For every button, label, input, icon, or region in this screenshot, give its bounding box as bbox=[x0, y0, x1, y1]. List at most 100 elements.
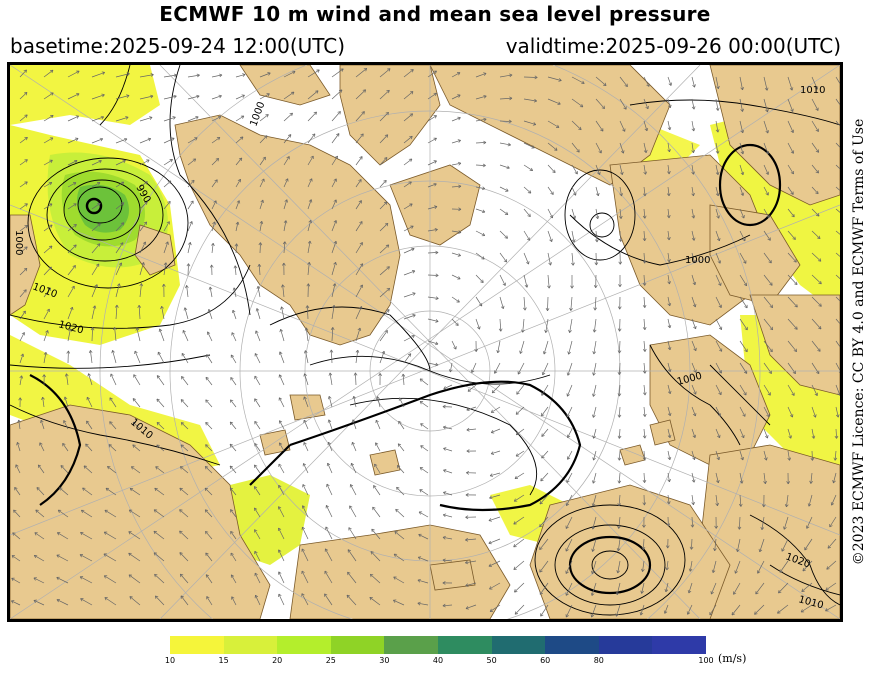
wind-arrow-head bbox=[815, 190, 819, 195]
wind-arrow-head bbox=[515, 453, 520, 457]
wind-arrow bbox=[418, 511, 429, 518]
wind-arrow-head bbox=[754, 611, 758, 615]
wind-arrow-head bbox=[483, 140, 487, 145]
wind-arrow-head bbox=[566, 479, 570, 483]
wind-arrow-head bbox=[717, 260, 721, 264]
wind-arrow-head bbox=[793, 348, 798, 353]
wind-arrow bbox=[763, 120, 769, 134]
wind-arrow bbox=[783, 516, 789, 530]
wind-arrow-head bbox=[303, 373, 308, 377]
wind-arrow-head bbox=[48, 266, 52, 270]
wind-arrow-head bbox=[308, 219, 313, 224]
wind-arrow-head bbox=[349, 484, 354, 488]
wind-arrow bbox=[132, 421, 141, 430]
wind-arrow-head bbox=[231, 596, 235, 600]
wind-arrow-head bbox=[691, 149, 696, 154]
wind-arrow bbox=[139, 74, 154, 78]
wind-arrow-head bbox=[579, 103, 584, 108]
wind-arrow bbox=[211, 221, 216, 232]
wind-arrow bbox=[355, 179, 362, 188]
wind-arrow bbox=[254, 486, 261, 496]
wind-arrow-head bbox=[205, 444, 209, 448]
wind-arrow-head bbox=[48, 181, 53, 186]
wind-arrow-head bbox=[179, 487, 183, 492]
wind-arrow bbox=[427, 160, 437, 166]
wind-arrow bbox=[427, 274, 439, 276]
wind-arrow-head bbox=[255, 308, 260, 312]
wind-arrow-head bbox=[769, 326, 774, 331]
wind-arrow-head bbox=[171, 137, 175, 141]
wind-arrow-head bbox=[229, 487, 234, 491]
wind-arrow bbox=[540, 604, 549, 617]
wind-arrow bbox=[375, 419, 381, 430]
wind-arrow-head bbox=[130, 466, 135, 470]
wind-arrow bbox=[187, 74, 200, 78]
wind-arrow bbox=[86, 420, 93, 430]
wind-arrow bbox=[592, 406, 597, 418]
wind-arrow bbox=[591, 582, 597, 596]
wind-arrow-head bbox=[642, 260, 647, 264]
wind-arrow bbox=[278, 593, 285, 606]
wind-arrow-head bbox=[509, 96, 513, 101]
wind-arrow-head bbox=[261, 178, 265, 182]
wind-arrow bbox=[211, 95, 222, 100]
wind-arrow-head bbox=[418, 511, 423, 515]
wind-arrow-head bbox=[458, 230, 462, 234]
wind-arrow-head bbox=[494, 370, 498, 374]
wind-arrow-head bbox=[814, 392, 818, 396]
wind-arrow-head bbox=[282, 241, 287, 245]
wind-arrow bbox=[547, 164, 556, 173]
wind-arrow bbox=[109, 421, 117, 430]
wind-arrow-head bbox=[254, 375, 258, 380]
wind-arrow bbox=[739, 186, 744, 196]
wind-arrow bbox=[91, 263, 100, 276]
wind-arrow-head bbox=[435, 296, 439, 301]
wind-arrow bbox=[331, 178, 337, 188]
wind-arrow-head bbox=[709, 611, 713, 616]
wind-arrow bbox=[129, 509, 141, 518]
wind-arrow bbox=[566, 494, 573, 506]
wind-arrow bbox=[617, 538, 621, 551]
wind-arrow-head bbox=[190, 200, 194, 204]
wind-arrow bbox=[734, 560, 741, 574]
wind-arrow bbox=[643, 340, 646, 352]
wind-arrow-head bbox=[442, 513, 447, 518]
wind-arrow-head bbox=[603, 82, 607, 86]
wind-arrow bbox=[163, 116, 176, 122]
wind-arrow-head bbox=[565, 592, 569, 596]
wind-arrow bbox=[355, 350, 359, 364]
wind-arrow bbox=[163, 137, 175, 144]
wind-arrow-head bbox=[483, 72, 487, 76]
wind-arrow bbox=[156, 375, 165, 386]
wind-arrow bbox=[739, 208, 745, 219]
wind-arrow bbox=[403, 135, 413, 144]
wind-arrow-head bbox=[792, 236, 796, 240]
wind-arrow-head bbox=[37, 464, 42, 468]
wind-arrow bbox=[330, 349, 333, 364]
wind-arrow bbox=[254, 551, 261, 562]
wind-arrow-head bbox=[79, 554, 84, 558]
wind-arrow bbox=[523, 186, 532, 194]
wind-arrow-head bbox=[357, 327, 362, 331]
wind-arrow-head bbox=[687, 590, 692, 594]
isobar-labels: 1010 1000 990 1000 1010 1020 1000 1000 1… bbox=[13, 85, 825, 611]
wind-arrow bbox=[763, 230, 771, 241]
wind-arrow-head bbox=[778, 590, 782, 594]
colorbar-swatch bbox=[598, 636, 653, 654]
wind-arrow bbox=[643, 472, 645, 483]
wind-arrow-head bbox=[744, 326, 748, 331]
wind-arrow bbox=[279, 420, 285, 430]
wind-arrow bbox=[787, 428, 792, 439]
wind-arrow-head bbox=[156, 375, 161, 379]
wind-arrow-head bbox=[692, 303, 697, 308]
wind-arrow-head bbox=[90, 327, 95, 331]
wind-arrow-head bbox=[71, 285, 75, 290]
wind-arrow-head bbox=[179, 552, 183, 556]
wind-arrow bbox=[475, 230, 485, 236]
wind-arrow bbox=[811, 450, 813, 461]
wind-arrow-head bbox=[284, 199, 288, 203]
wind-arrow bbox=[811, 406, 816, 418]
weather-map[interactable]: 1010 1000 990 1000 1010 1020 1000 1000 1… bbox=[7, 62, 843, 622]
wind-arrow-head bbox=[514, 589, 518, 593]
wind-arrow-head bbox=[359, 263, 364, 267]
